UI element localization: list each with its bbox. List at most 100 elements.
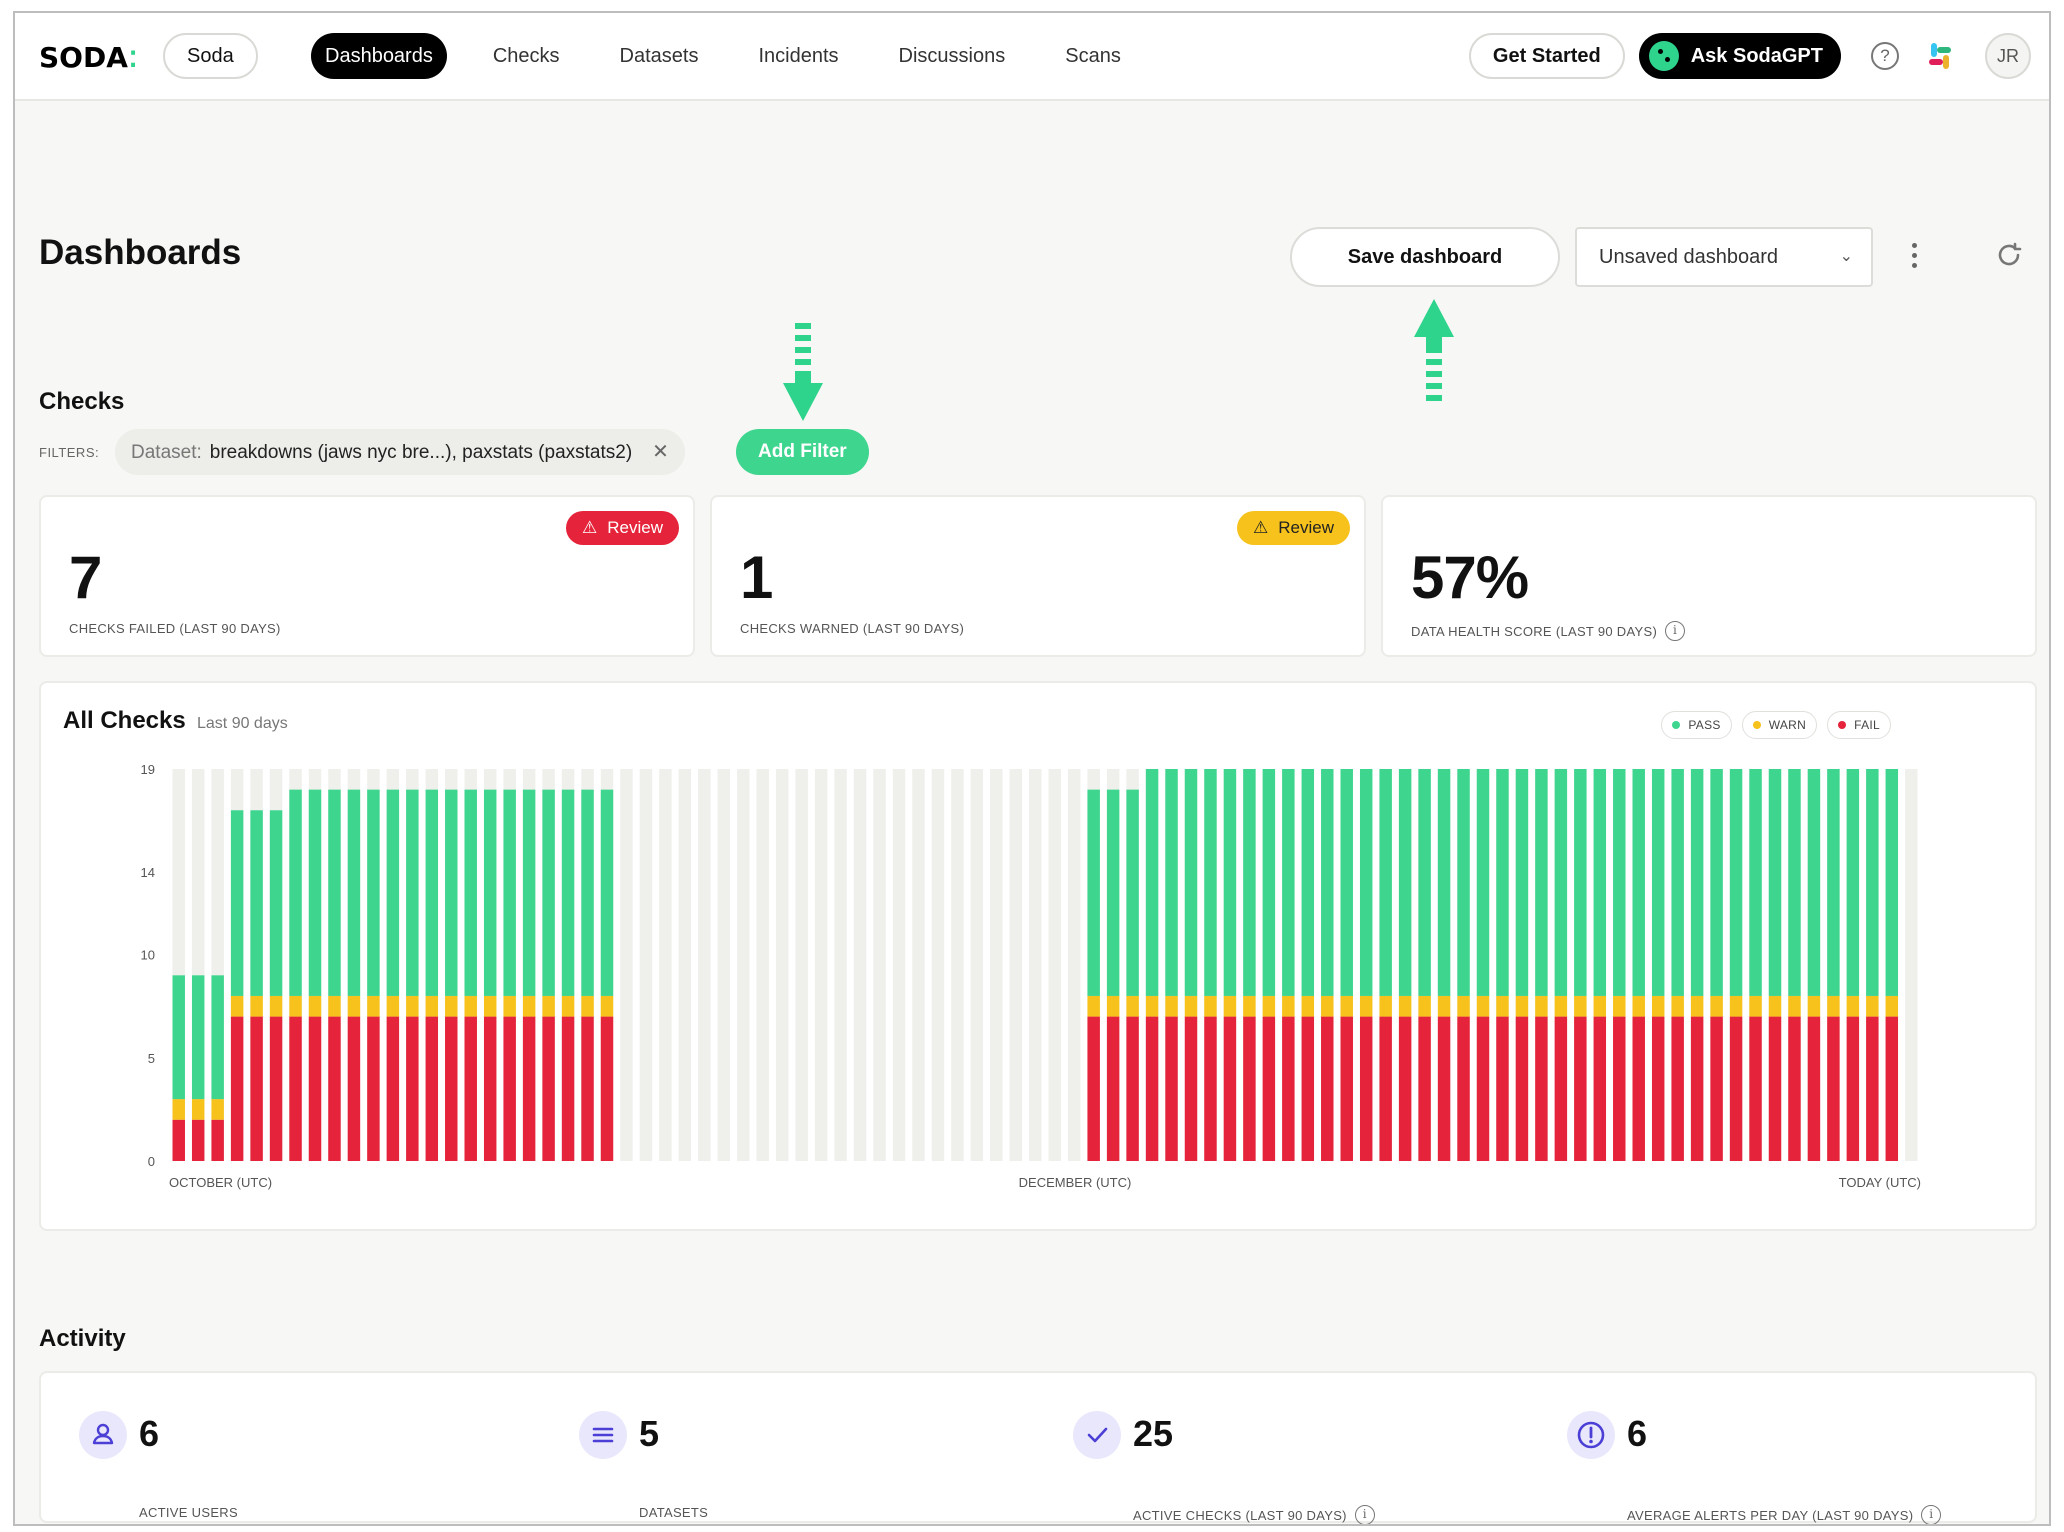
bar-fail[interactable]	[1457, 1016, 1470, 1161]
add-filter-button[interactable]: Add Filter	[736, 429, 869, 475]
bar-fail[interactable]	[425, 1016, 439, 1161]
bar-background[interactable]	[912, 769, 925, 1161]
bar-pass[interactable]	[269, 810, 283, 996]
bar-pass[interactable]	[1262, 769, 1276, 996]
bar-warn[interactable]	[1846, 995, 1860, 1017]
bar-fail[interactable]	[250, 1016, 263, 1161]
bar-warn[interactable]	[1204, 995, 1217, 1017]
bar-fail[interactable]	[1749, 1016, 1762, 1161]
bar-pass[interactable]	[1106, 789, 1120, 996]
bar-warn[interactable]	[600, 995, 614, 1017]
bar-pass[interactable]	[503, 789, 516, 996]
bar-background[interactable]	[659, 769, 672, 1161]
bar-fail[interactable]	[1788, 1016, 1801, 1161]
bar-warn[interactable]	[1282, 995, 1295, 1017]
nav-datasets[interactable]: Datasets	[619, 45, 699, 67]
bar-fail[interactable]	[1204, 1016, 1217, 1161]
bar-warn[interactable]	[483, 995, 497, 1017]
review-badge-failed[interactable]: ⚠ Review	[566, 511, 679, 545]
bar-fail[interactable]	[1359, 1016, 1373, 1161]
bar-fail[interactable]	[483, 1016, 497, 1161]
info-icon[interactable]: i	[1921, 1505, 1942, 1524]
bar-fail[interactable]	[561, 1016, 575, 1161]
bar-fail[interactable]	[1301, 1016, 1315, 1161]
bar-background[interactable]	[775, 769, 789, 1161]
bar-fail[interactable]	[1515, 1016, 1529, 1161]
bar-fail[interactable]	[347, 1016, 361, 1161]
bar-fail[interactable]	[1651, 1016, 1665, 1161]
bar-fail[interactable]	[1165, 1016, 1178, 1161]
bar-fail[interactable]	[1574, 1016, 1587, 1161]
bar-fail[interactable]	[1768, 1016, 1782, 1161]
bar-background[interactable]	[717, 769, 731, 1161]
bar-warn[interactable]	[464, 995, 477, 1017]
bar-warn[interactable]	[1398, 995, 1412, 1017]
bar-pass[interactable]	[1885, 769, 1899, 996]
bar-warn[interactable]	[1651, 995, 1665, 1017]
bar-pass[interactable]	[308, 789, 322, 996]
bar-pass[interactable]	[522, 789, 536, 996]
bar-pass[interactable]	[250, 810, 263, 996]
bar-pass[interactable]	[581, 789, 594, 996]
slack-icon[interactable]	[1927, 43, 1953, 69]
bar-warn[interactable]	[1087, 995, 1100, 1017]
bar-background[interactable]	[1009, 769, 1023, 1161]
bar-fail[interactable]	[581, 1016, 594, 1161]
bar-pass[interactable]	[1846, 769, 1860, 996]
bar-fail[interactable]	[308, 1016, 322, 1161]
checks-warned-card[interactable]: ⚠ Review 1 CHECKS WARNED (LAST 90 DAYS)	[710, 495, 1366, 657]
bar-background[interactable]	[620, 769, 633, 1161]
bar-warn[interactable]	[1788, 995, 1801, 1017]
bar-fail[interactable]	[230, 1016, 244, 1161]
nav-checks[interactable]: Checks	[492, 45, 560, 67]
bar-fail[interactable]	[1554, 1016, 1568, 1161]
bar-pass[interactable]	[1496, 769, 1509, 996]
bar-fail[interactable]	[1223, 1016, 1237, 1161]
bar-warn[interactable]	[1476, 995, 1490, 1017]
bar-warn[interactable]	[1359, 995, 1373, 1017]
bar-pass[interactable]	[230, 810, 244, 996]
get-started-button[interactable]: Get Started	[1468, 33, 1625, 79]
bar-fail[interactable]	[600, 1016, 614, 1161]
bar-warn[interactable]	[172, 1099, 185, 1120]
bar-pass[interactable]	[1301, 769, 1315, 996]
bar-pass[interactable]	[1437, 769, 1451, 996]
bar-pass[interactable]	[406, 789, 419, 996]
bar-fail[interactable]	[503, 1016, 516, 1161]
bar-fail[interactable]	[542, 1016, 555, 1161]
bar-warn[interactable]	[289, 995, 302, 1017]
bar-pass[interactable]	[1729, 769, 1743, 996]
bar-warn[interactable]	[367, 995, 380, 1017]
bar-warn[interactable]	[1866, 995, 1879, 1017]
user-avatar[interactable]: JR	[1985, 33, 2031, 79]
bar-warn[interactable]	[1885, 995, 1899, 1017]
bar-fail[interactable]	[191, 1119, 205, 1161]
bar-background[interactable]	[639, 769, 653, 1161]
bar-background[interactable]	[1905, 769, 1918, 1161]
bar-pass[interactable]	[425, 789, 439, 996]
bar-warn[interactable]	[1729, 995, 1743, 1017]
bar-warn[interactable]	[1807, 995, 1821, 1017]
bar-fail[interactable]	[1321, 1016, 1334, 1161]
bar-warn[interactable]	[445, 995, 458, 1017]
bar-pass[interactable]	[1768, 769, 1782, 996]
bar-warn[interactable]	[250, 995, 263, 1017]
bar-warn[interactable]	[1321, 995, 1334, 1017]
bar-fail[interactable]	[1885, 1016, 1899, 1161]
bar-pass[interactable]	[328, 789, 341, 996]
bar-background[interactable]	[795, 769, 808, 1161]
bar-pass[interactable]	[211, 975, 224, 1100]
bar-warn[interactable]	[1613, 995, 1626, 1017]
bar-warn[interactable]	[328, 995, 341, 1017]
bar-pass[interactable]	[1340, 769, 1353, 996]
bar-fail[interactable]	[1671, 1016, 1684, 1161]
bar-background[interactable]	[1029, 769, 1042, 1161]
bar-fail[interactable]	[386, 1016, 400, 1161]
legend-warn[interactable]: WARN	[1741, 711, 1818, 739]
bar-warn[interactable]	[1262, 995, 1276, 1017]
info-icon[interactable]: i	[1354, 1505, 1375, 1524]
bar-warn[interactable]	[1632, 995, 1645, 1017]
nav-scans[interactable]: Scans	[1065, 45, 1121, 67]
bar-pass[interactable]	[561, 789, 575, 996]
bar-pass[interactable]	[1126, 789, 1139, 996]
